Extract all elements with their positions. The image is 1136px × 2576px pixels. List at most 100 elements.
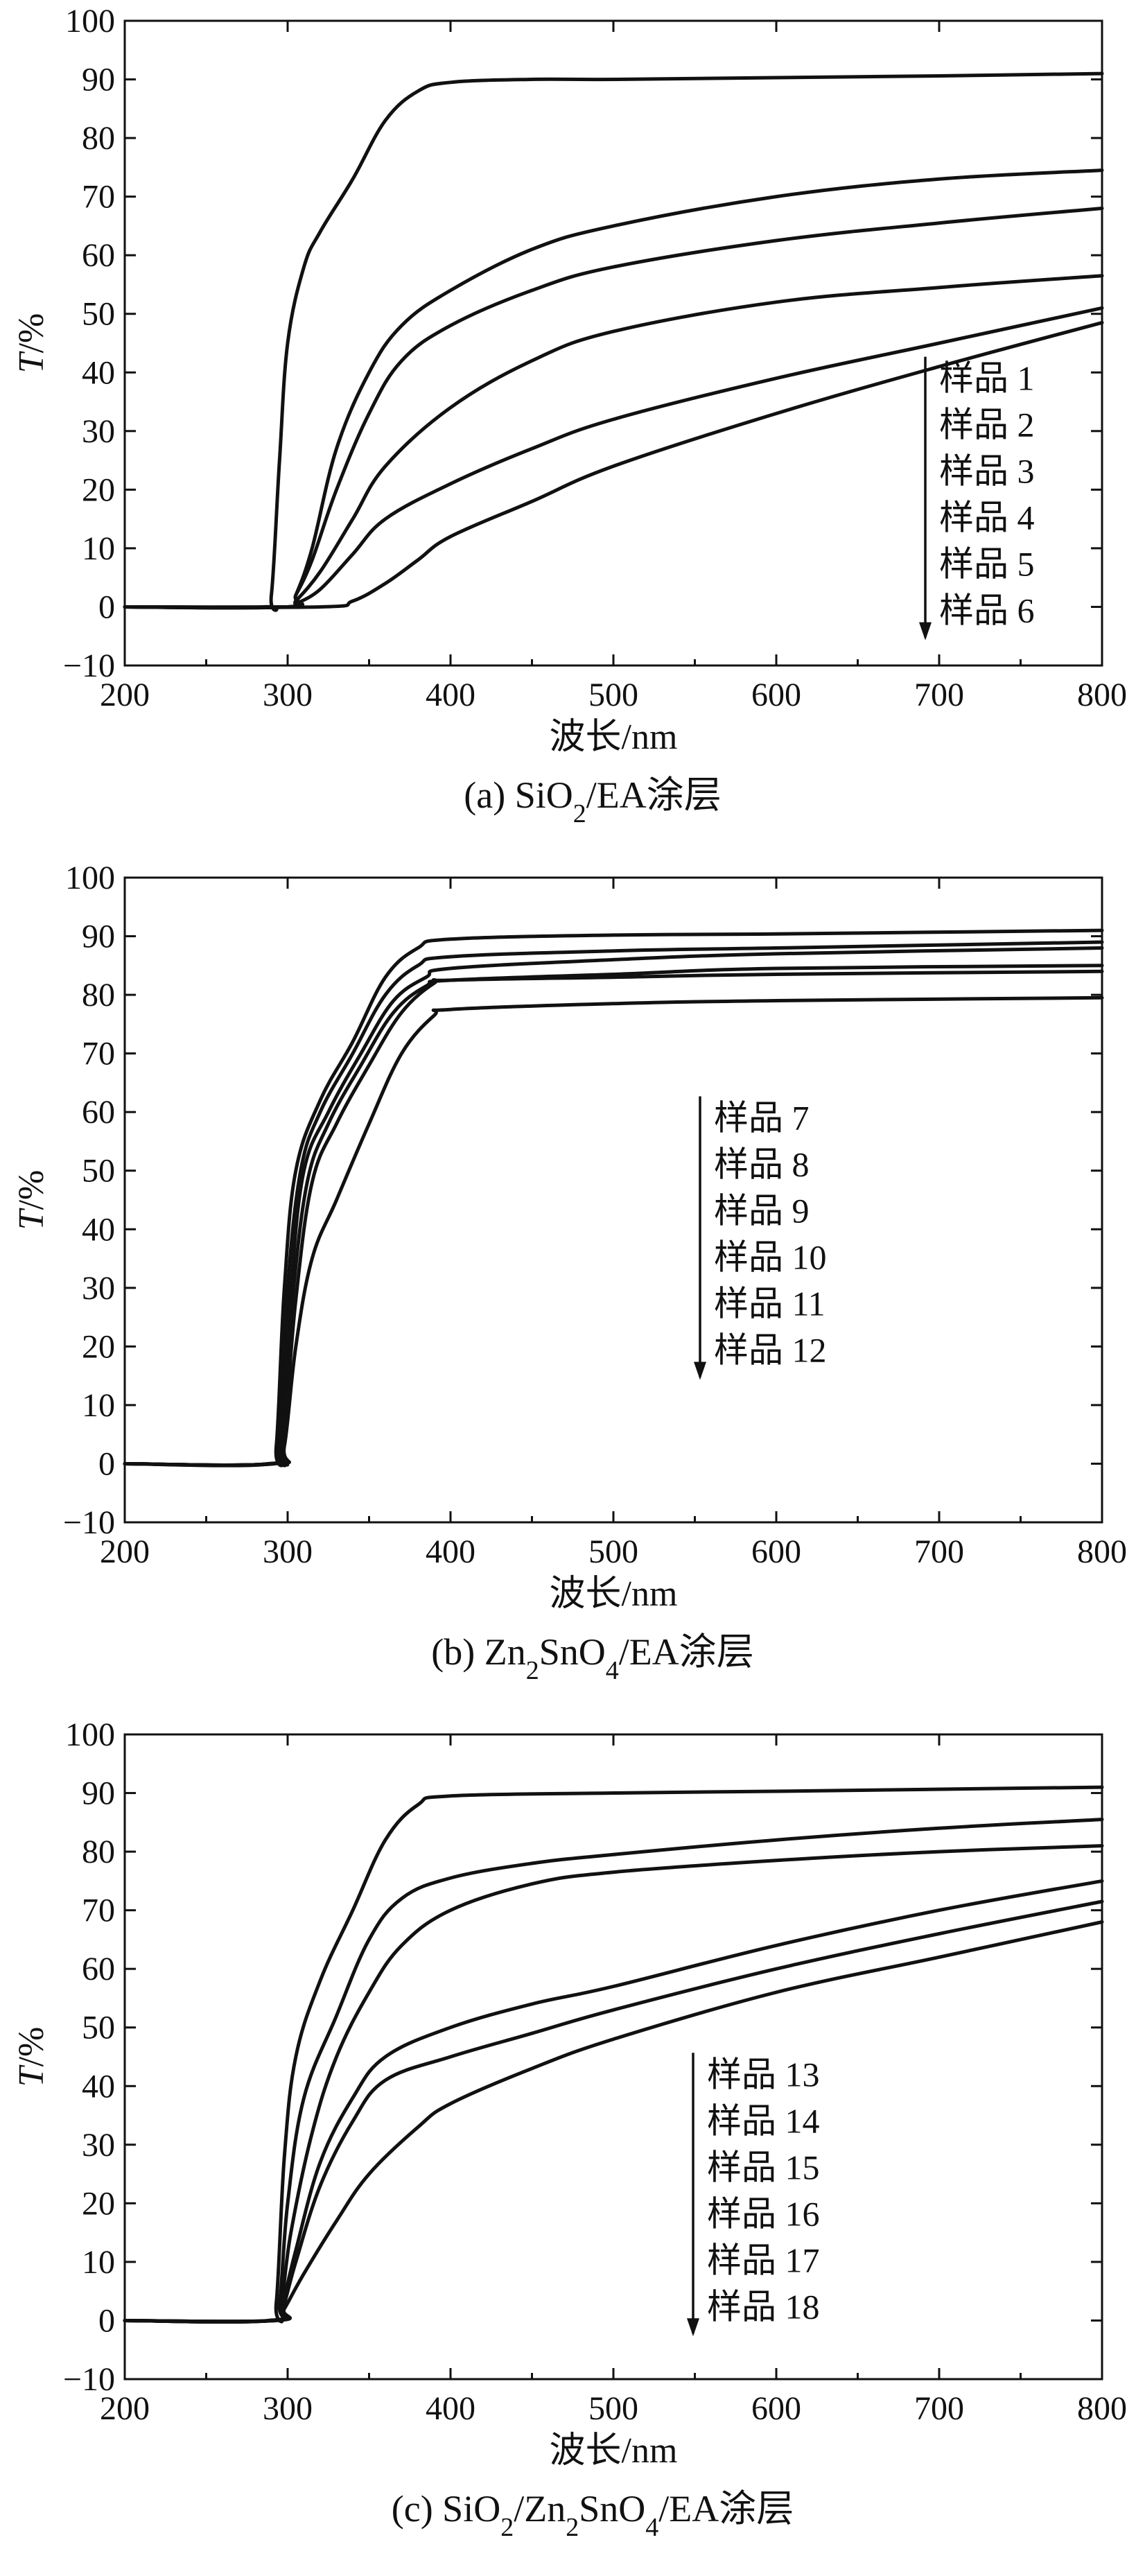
series-line-1	[123, 1785, 1104, 2324]
chart-panel-2: −10 0 10 20 30 40 50 60 70 80 90 100 200 300 400 500 600…	[12, 860, 1127, 1685]
y-tick-label: −10	[63, 647, 115, 684]
y-tick-label: 90	[82, 1775, 115, 1812]
x-tick-label: 200	[100, 2390, 150, 2427]
caption-caption_tail: /EA	[619, 1631, 679, 1673]
y-tick-label: 80	[82, 120, 115, 157]
legend-entry-2: 样品 8	[714, 1145, 810, 1184]
y-tick-label: 30	[82, 1270, 115, 1307]
x-tick-label: 400	[426, 677, 475, 713]
x-axis-label: 波长/nm	[550, 2431, 678, 2471]
legend-entry-5: 样品 17	[707, 2240, 820, 2279]
legend-arrow-head	[687, 2318, 699, 2337]
legend-arrow-head	[919, 622, 932, 641]
y-tick-label: 80	[82, 977, 115, 1013]
legend-entry-4: 样品 4	[939, 498, 1035, 537]
legend-entry-5: 样品 11	[714, 1285, 825, 1323]
y-tick-label: 30	[82, 2127, 115, 2164]
legend-entry-5: 样品 5	[939, 545, 1035, 584]
caption-caption_sub3: 4	[645, 2513, 658, 2542]
chart-panel-1: −10 0 10 20 30 40 50 60 70 80 90 100 200 300 400 500 600…	[12, 3, 1127, 828]
legend-arrow-head	[694, 1361, 706, 1380]
caption-caption_prefix: (c) SiO	[392, 2488, 500, 2530]
legend-entry-6: 样品 12	[714, 1331, 827, 1370]
y-tick-label: 60	[82, 1094, 115, 1131]
y-tick-label: 100	[65, 3, 115, 40]
caption-caption_mid: /EA	[586, 774, 647, 816]
caption-caption_tail2: /EA	[658, 2488, 719, 2530]
y-tick-label: 30	[82, 413, 115, 450]
x-tick-label: 700	[914, 1533, 964, 1570]
legend-entry-1: 样品 13	[707, 2055, 820, 2094]
caption-caption_suffix: 涂层	[719, 2488, 794, 2530]
y-tick-label: 50	[82, 296, 115, 333]
legend-entry-3: 样品 15	[707, 2148, 820, 2186]
y-axis-label: T/%	[12, 1170, 51, 1230]
caption-caption_mid: SnO	[539, 1631, 606, 1673]
y-tick-label: 50	[82, 1153, 115, 1190]
legend: 样品 13 样品 14 样品 15 样品 16 样品 17 样品 18	[687, 2053, 820, 2337]
caption-caption_mid: /Zn	[514, 2488, 566, 2530]
y-tick-label: 20	[82, 471, 115, 508]
caption-caption_sub1: 2	[526, 1656, 539, 1685]
x-axis-label: 波长/nm	[550, 717, 678, 757]
x-tick-label: 400	[426, 2390, 475, 2427]
y-axis-label-unit: /%	[12, 2027, 51, 2067]
x-axis-label: 波长/nm	[550, 1574, 678, 1614]
legend-entry-1: 样品 7	[714, 1099, 810, 1138]
y-axis-label-symbol: T	[12, 2064, 51, 2087]
legend-entry-6: 样品 6	[939, 591, 1035, 630]
caption-caption_tail: SnO	[579, 2488, 645, 2530]
x-tick-label: 600	[751, 677, 801, 713]
caption-caption_sub1: 2	[500, 2513, 514, 2542]
legend-entry-3: 样品 9	[714, 1192, 810, 1230]
x-tick-label: 600	[751, 1533, 801, 1570]
y-tick-label: 0	[98, 1445, 115, 1482]
y-tick-label: 50	[82, 2010, 115, 2046]
x-tick-label: 300	[263, 2390, 313, 2427]
legend: 样品 1 样品 2 样品 3 样品 4 样品 5 样品 6	[919, 356, 1035, 641]
y-tick-label: 10	[82, 1387, 115, 1424]
y-axis-label: T/%	[12, 313, 51, 374]
series-line-6	[123, 995, 1104, 1467]
legend-entry-6: 样品 18	[707, 2287, 820, 2326]
y-tick-label: 90	[82, 919, 115, 955]
legend-entry-1: 样品 1	[939, 359, 1035, 398]
legend-entry-4: 样品 16	[707, 2194, 820, 2233]
x-tick-label: 500	[588, 2390, 638, 2427]
x-tick-label: 700	[914, 677, 964, 713]
y-tick-label: 70	[82, 1036, 115, 1072]
y-tick-label: 20	[82, 2185, 115, 2222]
y-tick-label: 0	[98, 589, 115, 625]
y-axis-label: T/%	[12, 2027, 51, 2087]
x-tick-label: 500	[588, 677, 638, 713]
x-tick-label: 300	[263, 1533, 313, 1570]
x-tick-label: 600	[751, 2390, 801, 2427]
x-tick-label: 800	[1077, 677, 1127, 713]
series-line-1	[123, 928, 1104, 1468]
panel-caption: (a) SiO2/EA涂层	[464, 774, 721, 828]
y-axis-label-unit: /%	[12, 313, 51, 354]
y-tick-label: 60	[82, 1951, 115, 1987]
y-tick-label: 40	[82, 1211, 115, 1248]
x-tick-label: 700	[914, 2390, 964, 2427]
y-tick-label: 90	[82, 62, 115, 98]
y-axis-label-unit: /%	[12, 1170, 51, 1210]
y-tick-label: −10	[63, 2361, 115, 2398]
series-line-6	[123, 1920, 1104, 2324]
x-tick-label: 200	[100, 1533, 150, 1570]
caption-caption_prefix: (b) Zn	[431, 1631, 525, 1673]
legend-entry-4: 样品 10	[714, 1238, 827, 1277]
caption-caption_suffix: 涂层	[679, 1631, 754, 1673]
y-tick-label: 60	[82, 237, 115, 274]
series-line-3	[123, 207, 1104, 610]
x-tick-label: 500	[588, 1533, 638, 1570]
panel-caption: (c) SiO2/Zn2SnO4/EA涂层	[392, 2488, 794, 2542]
y-tick-label: 40	[82, 2068, 115, 2105]
x-tick-label: 400	[426, 1533, 475, 1570]
y-tick-label: 100	[65, 860, 115, 896]
legend: 样品 7 样品 8 样品 9 样品 10 样品 11 样品 12	[694, 1096, 827, 1380]
caption-caption_prefix: (a) SiO	[464, 774, 573, 816]
